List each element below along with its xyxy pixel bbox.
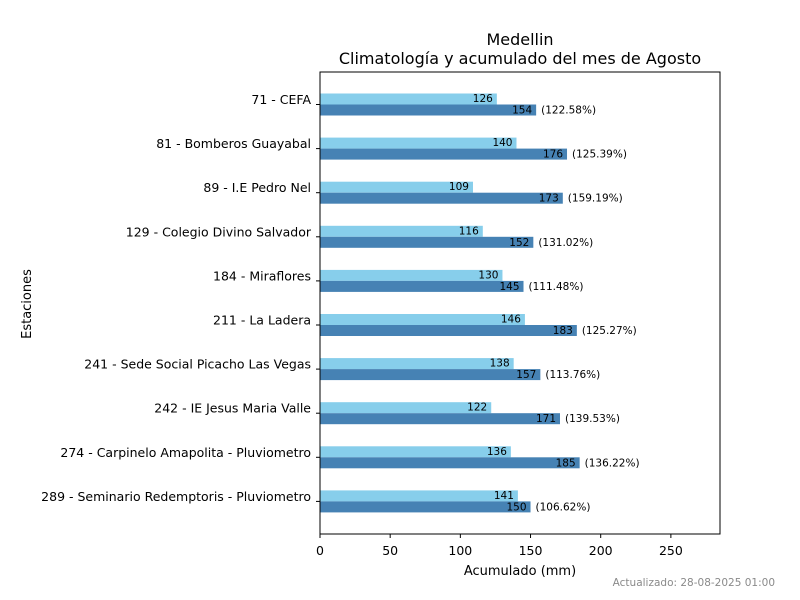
bar-series1 <box>320 446 511 458</box>
bar-series2 <box>320 148 568 160</box>
percentage-label: (125.27%) <box>582 325 637 337</box>
bar-value-label: 173 <box>539 193 559 205</box>
bar-value-label: 145 <box>499 281 519 293</box>
plot-area: 126 154 (122.58%) 71 - CEFA 140 176 (125.39%) 8… <box>41 71 721 558</box>
y-tick-label: 274 - Carpinelo Amapolita - Pluviometro <box>60 445 311 460</box>
bar-value-label: 150 <box>506 501 526 513</box>
bar-value-label: 126 <box>473 93 493 105</box>
percentage-label: (111.48%) <box>529 281 584 293</box>
x-tick-label: 100 <box>448 543 472 558</box>
x-tick-label: 50 <box>382 543 398 558</box>
bar-value-label: 109 <box>449 181 469 193</box>
x-tick-label: 150 <box>519 543 543 558</box>
bar-series2 <box>320 236 534 248</box>
y-tick-label: 89 - I.E Pedro Nel <box>203 180 311 195</box>
percentage-label: (113.76%) <box>545 369 600 381</box>
x-tick-label: 0 <box>316 543 324 558</box>
bar-series1 <box>320 93 497 105</box>
bar-value-label: 185 <box>556 457 576 469</box>
bar-series2 <box>320 104 537 116</box>
bar-series2 <box>320 192 563 204</box>
bar-value-label: 140 <box>492 137 512 149</box>
y-axis-label: Estaciones <box>20 269 35 339</box>
bar-series1 <box>320 225 483 237</box>
bar-series1 <box>320 269 503 281</box>
percentage-label: (139.53%) <box>565 413 620 425</box>
bar-value-label: 138 <box>490 358 510 370</box>
bar-value-label: 171 <box>536 413 556 425</box>
percentage-label: (125.39%) <box>572 149 627 161</box>
bar-series1 <box>320 490 518 502</box>
bar-value-label: 183 <box>553 325 573 337</box>
bar-series1 <box>320 402 492 414</box>
bar-series2 <box>320 325 577 336</box>
y-tick-label: 241 - Sede Social Picacho Las Vegas <box>84 357 311 372</box>
bar-series2 <box>320 280 524 292</box>
bar-series2 <box>320 501 531 513</box>
bar-series2 <box>320 369 541 381</box>
bar-value-label: 146 <box>501 314 521 326</box>
bar-series1 <box>320 314 525 325</box>
bar-value-label: 141 <box>494 490 514 502</box>
percentage-label: (131.02%) <box>538 237 593 249</box>
bar-series1 <box>320 137 517 149</box>
bar-value-label: 116 <box>459 225 479 237</box>
x-axis-label: Acumulado (mm) <box>464 564 576 579</box>
bar-value-label: 136 <box>487 446 507 458</box>
bar-value-label: 154 <box>512 105 532 117</box>
x-tick-label: 200 <box>589 543 613 558</box>
bar-value-label: 157 <box>516 369 536 381</box>
percentage-label: (159.19%) <box>568 193 623 205</box>
chart-title: Medellin <box>486 30 553 49</box>
y-tick-label: 184 - Miraflores <box>213 268 311 283</box>
x-tick-label: 250 <box>659 543 683 558</box>
bar-series1 <box>320 181 473 193</box>
updated-timestamp: Actualizado: 28-08-2025 01:00 <box>613 577 775 589</box>
percentage-label: (136.22%) <box>585 457 640 469</box>
y-tick-label: 242 - IE Jesus Maria Valle <box>154 401 311 416</box>
y-tick-label: 81 - Bomberos Guayabal <box>156 136 311 151</box>
bar-series1 <box>320 358 514 370</box>
percentage-label: (122.58%) <box>541 105 596 117</box>
bar-value-label: 176 <box>543 149 563 161</box>
plot-frame <box>319 71 721 535</box>
y-tick-label: 129 - Colegio Divino Salvador <box>126 224 312 239</box>
y-tick-label: 289 - Seminario Redemptoris - Pluviometr… <box>41 489 311 504</box>
bar-value-label: 122 <box>467 402 487 414</box>
y-tick-label: 71 - CEFA <box>251 92 311 107</box>
bar-series2 <box>320 413 560 425</box>
chart-subtitle: Climatología y acumulado del mes de Agos… <box>339 49 701 68</box>
y-tick-label: 211 - La Ladera <box>213 313 311 328</box>
percentage-label: (106.62%) <box>536 501 591 513</box>
bar-value-label: 152 <box>509 237 529 249</box>
bar-value-label: 130 <box>478 269 498 281</box>
bar-series2 <box>320 457 580 469</box>
